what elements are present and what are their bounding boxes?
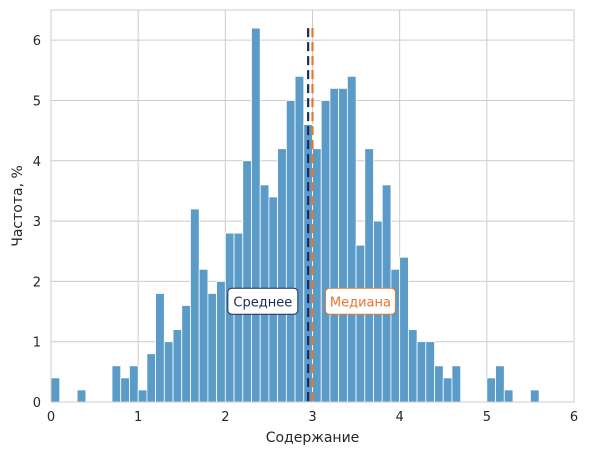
histogram-bar [320, 100, 331, 403]
y-tick-label: 2 [33, 275, 41, 290]
x-tick-label: 2 [221, 410, 229, 425]
histogram-bar [503, 389, 514, 403]
y-tick-label: 5 [33, 94, 41, 109]
histogram-bar [207, 293, 218, 403]
histogram-bar [242, 160, 252, 403]
histogram-bar [530, 389, 540, 403]
histogram-bar [155, 293, 165, 403]
histogram-bar [329, 88, 340, 403]
histogram-bar [399, 256, 409, 403]
histogram-bar [416, 341, 427, 403]
y-tick-label: 1 [33, 336, 41, 351]
x-tick-label: 6 [570, 410, 578, 425]
mean-annotation-box [227, 287, 299, 315]
histogram-bar [277, 148, 287, 403]
histogram-bar [120, 377, 130, 403]
histogram-bar [285, 100, 296, 403]
x-tick-label: 0 [47, 410, 55, 425]
bars-group [50, 27, 540, 403]
histogram-bar [294, 75, 305, 403]
histogram-bar [137, 389, 148, 403]
plot-frame [50, 9, 575, 403]
histogram-bar [364, 148, 374, 403]
histogram-bar [407, 329, 418, 403]
axes-frame [50, 9, 575, 403]
median-annotation-box [324, 287, 396, 315]
histogram-bar [303, 124, 313, 403]
x-tick-label: 3 [308, 410, 316, 425]
histogram-bar [146, 353, 156, 403]
reference-lines [307, 28, 314, 402]
histogram-bar [198, 268, 209, 403]
median-annotation-label: Медиана [330, 295, 391, 310]
y-tick-label: 4 [33, 155, 41, 170]
histogram-bar [434, 365, 444, 403]
histogram-bar [190, 208, 200, 403]
histogram-bar [486, 377, 496, 403]
mean-annotation-label: Среднее [233, 295, 292, 310]
x-axis-label: Содержание [266, 430, 360, 446]
x-tick-label: 1 [134, 410, 142, 425]
histogram-bar [129, 365, 139, 403]
y-tick-label: 3 [33, 215, 41, 230]
histogram-bar [76, 389, 87, 403]
histogram-bar [425, 341, 435, 403]
histogram-bar [495, 365, 505, 403]
histogram-bar [451, 365, 462, 403]
tick-labels: 0 1 2 3 4 5 6 0 1 2 3 4 5 6 [33, 34, 578, 425]
histogram-bar [50, 377, 61, 403]
histogram-bar [346, 75, 357, 403]
histogram-bar [216, 280, 226, 403]
x-tick-label: 4 [396, 410, 404, 425]
histogram-bar [224, 232, 235, 403]
histogram-bar [163, 341, 174, 403]
histogram-bar [338, 88, 348, 403]
histogram-bar [181, 305, 191, 403]
histogram-bar [312, 148, 322, 403]
histogram-bar [442, 377, 453, 403]
histogram-bar [233, 232, 244, 403]
median-annotation: Медиана [324, 287, 396, 315]
y-tick-label: 0 [33, 396, 41, 411]
histogram-bar [355, 244, 366, 403]
histogram-bar [251, 27, 261, 403]
y-tick-label: 6 [33, 34, 41, 49]
x-tick-label: 5 [483, 410, 491, 425]
y-axis-label: Частота, % [10, 165, 26, 247]
histogram-bar [111, 365, 122, 403]
histogram-bar [172, 329, 183, 403]
mean-annotation: Среднее [227, 287, 299, 315]
